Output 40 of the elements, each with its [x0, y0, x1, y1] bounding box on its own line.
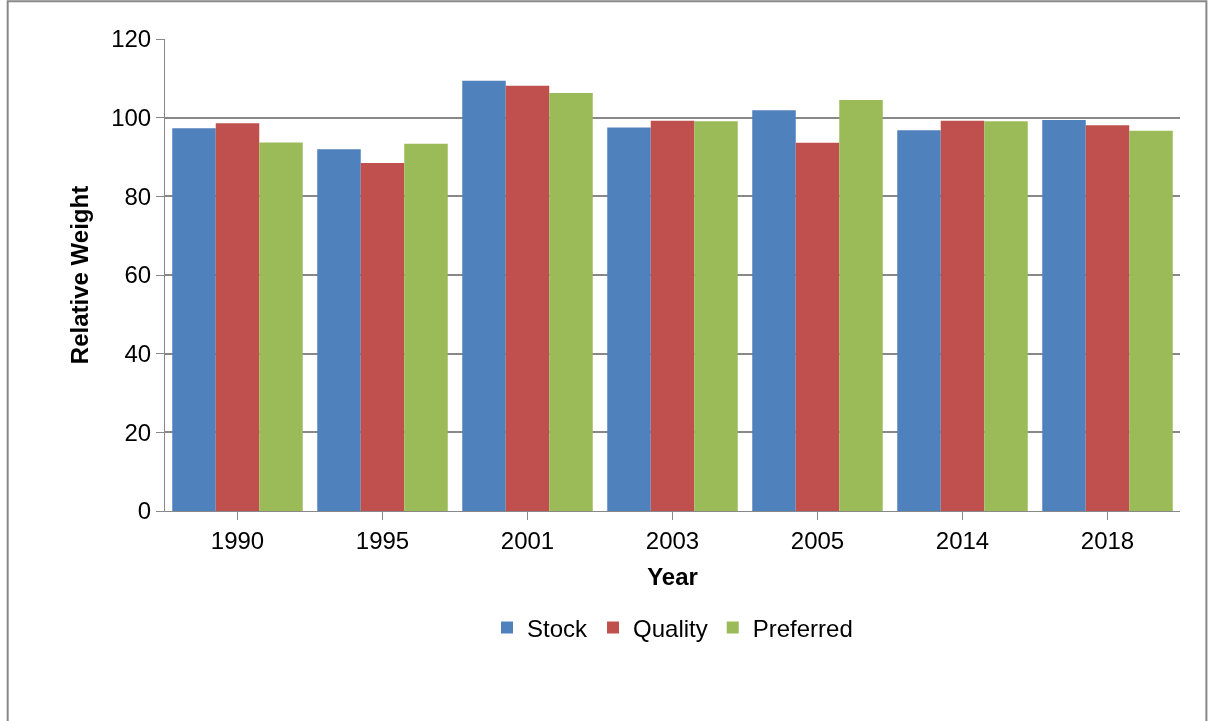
x-tick-label: 1995: [355, 526, 410, 554]
x-tick-label: 2003: [645, 526, 700, 554]
bar: [215, 123, 260, 511]
bar: [462, 80, 506, 511]
bar: [897, 130, 941, 511]
bar: [795, 142, 840, 511]
x-tick-label: 2014: [935, 526, 990, 554]
y-tick-label: 100: [111, 104, 152, 132]
bar: [360, 162, 405, 511]
y-tick-label: 40: [124, 340, 152, 368]
bar: [752, 110, 796, 511]
y-axis-title: Relative Weight: [66, 185, 94, 365]
bar: [259, 142, 303, 511]
y-tick-label: 80: [124, 182, 152, 210]
bar: [404, 143, 448, 511]
x-tick-label: 2018: [1080, 526, 1135, 554]
legend-label: Stock: [527, 614, 589, 642]
bar: [172, 128, 216, 511]
bar: [1085, 125, 1130, 511]
bar: [505, 85, 550, 511]
y-tick-label: 120: [111, 25, 152, 53]
bar: [940, 120, 985, 511]
bar: [984, 121, 1028, 511]
legend-label: Quality: [633, 614, 708, 642]
bar: [650, 120, 695, 511]
x-tick-label: 1990: [210, 526, 265, 554]
bar: [1042, 120, 1086, 511]
legend-label: Preferred: [752, 614, 853, 642]
x-tick-label: 2001: [500, 526, 555, 554]
x-axis-title: Year: [647, 563, 698, 591]
y-tick-label: 60: [124, 261, 152, 289]
y-tick-label: 20: [124, 418, 152, 446]
y-tick-label: 0: [137, 497, 152, 525]
bar: [694, 121, 738, 511]
bar: [839, 99, 883, 511]
bar: [317, 149, 361, 511]
bar: [1129, 130, 1173, 511]
bar: [549, 92, 593, 511]
bar: [607, 127, 651, 511]
x-tick-label: 2005: [790, 526, 845, 554]
